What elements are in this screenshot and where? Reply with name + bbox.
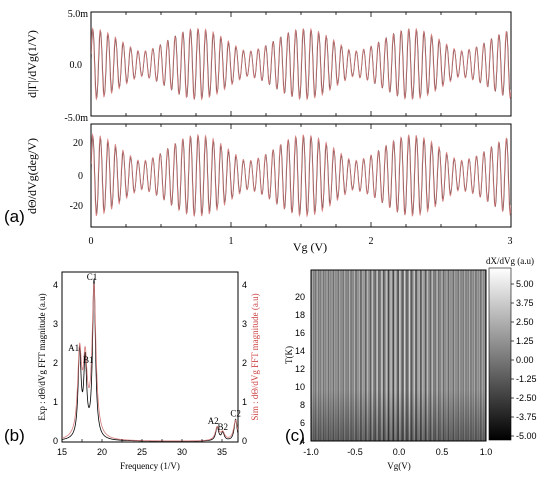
panel-b-frame (61, 271, 239, 443)
colorbar-tick-label: 5.00 (516, 279, 534, 289)
colorbar (488, 267, 512, 441)
peak-label-a2: A2 (208, 416, 219, 426)
panel-b: 0 1 2 3 4 0 1 2 3 4 15 20 25 30 35 Frequ… (4, 271, 260, 471)
c-ytick-18: 18 (295, 310, 305, 320)
a-xtick-2: 2 (369, 236, 374, 247)
panel-a: 5.0m 0.0 -5.0m d|Γ|/dVg(1/V) 20 0 -20 dΘ… (4, 9, 513, 254)
panel-label-b: (b) (4, 426, 25, 445)
c-xtick-05: 0.5 (436, 447, 449, 457)
c-xtick-1: 1.0 (480, 447, 493, 457)
colorbar-tick-label: 2.50 (516, 317, 534, 327)
peak-label-b2: B2 (218, 422, 229, 432)
a-xtick-3: 3 (508, 236, 513, 247)
c-ytick-8: 8 (300, 400, 305, 410)
c-ytick-6: 6 (300, 418, 305, 428)
b-xlabel: Frequency (1/V) (120, 461, 180, 471)
colorbar-tick-label: 1.25 (516, 336, 534, 346)
a-top-ytick-mid: 0.0 (70, 60, 83, 71)
b-ytick-left-1: 1 (53, 397, 58, 407)
colorbar-ticks: 5.00 3.75 2.50 1.25 0.00 -1.25 -2.50 -3.75 -5.00 (511, 279, 537, 441)
b-ytick-right-4: 4 (242, 280, 247, 290)
c-xtick-neg1: -1.0 (303, 447, 319, 457)
c-xtick-neg05: -0.5 (347, 447, 363, 457)
colorbar-tick-label: 3.75 (516, 298, 534, 308)
b-xtick-30: 30 (177, 447, 187, 457)
panel-label-a: (a) (4, 207, 25, 226)
panel-b-series (61, 277, 239, 442)
a-bottom-ytick-neg20: -20 (70, 201, 83, 212)
b-ytick-right-3: 3 (242, 319, 247, 329)
panel-a-bottom-ticks (90, 124, 512, 227)
c-ytick-12: 12 (295, 364, 305, 374)
panel-c-shade (311, 270, 486, 441)
c-ytick-16: 16 (295, 328, 305, 338)
peak-label-b1: B1 (83, 355, 94, 365)
fft-series-1 (61, 283, 239, 442)
a-bottom-ylabel: dΘ/dVg(deg/V) (25, 138, 39, 214)
panel-a-top: 5.0m 0.0 -5.0m d|Γ|/dVg(1/V) (25, 9, 512, 124)
a-top-ytick-top: 5.0m (68, 9, 89, 20)
c-ytick-4: 4 (300, 436, 305, 446)
colorbar-tick-label: -5.00 (516, 431, 537, 441)
a-xtick-1: 1 (229, 236, 234, 247)
b-ylabel-left: Exp : dΘ/dVg FFT magnitude (a.u) (37, 293, 47, 420)
colorbar-tick-label: -2.50 (516, 393, 537, 403)
colorbar-tick-label: 0.00 (516, 355, 534, 365)
b-ytick-right-2: 2 (242, 358, 247, 368)
c-ytick-10: 10 (295, 382, 305, 392)
panel-a-bottom-series (91, 133, 511, 218)
b-xtick-25: 25 (137, 447, 147, 457)
colorbar-tick-label: -1.25 (516, 374, 537, 384)
panel-a-bottom: 20 0 -20 dΘ/dVg(deg/V) 0 1 2 3 Vg (V) (25, 123, 513, 254)
a-top-ytick-bottom: -5.0m (64, 113, 88, 124)
a-bottom-ytick-20: 20 (73, 138, 83, 149)
a-xtick-0: 0 (89, 236, 94, 247)
colorbar-title: dX/dVg (a.u) (486, 256, 534, 266)
b-xtick-35: 35 (217, 447, 227, 457)
b-xtick-15: 15 (57, 447, 67, 457)
panel-b-ticks (61, 439, 223, 442)
osc-series-1 (91, 27, 511, 101)
panel-c: 4 6 8 10 12 14 16 18 20 -1.0 -0.5 0.0 0.… (284, 256, 537, 471)
c-ylabel: T(K) (284, 346, 294, 364)
b-ytick-left-0: 0 (53, 436, 58, 446)
b-ytick-right-1: 1 (242, 397, 247, 407)
osc-series-1 (91, 133, 511, 218)
peak-label-a1: A1 (68, 343, 79, 353)
peak-label-c1: C1 (87, 272, 98, 282)
a-xlabel: Vg (V) (293, 240, 327, 254)
panel-label-c: (c) (285, 426, 305, 445)
b-ytick-left-2: 2 (53, 358, 58, 368)
b-ytick-left-4: 4 (53, 280, 58, 290)
b-xtick-20: 20 (97, 447, 107, 457)
panel-a-top-series (91, 27, 511, 101)
a-bottom-ytick-0: 0 (78, 171, 83, 182)
colorbar-tick-label: -3.75 (516, 412, 537, 422)
c-ytick-20: 20 (295, 292, 305, 302)
c-ytick-14: 14 (295, 346, 305, 356)
c-xlabel: Vg(V) (387, 461, 411, 471)
b-ytick-left-3: 3 (53, 319, 58, 329)
c-xtick-0: 0.0 (393, 447, 406, 457)
panel-a-top-ticks (90, 12, 512, 116)
peak-label-c2: C2 (230, 408, 241, 418)
b-ylabel-right: Sim : dΘ/dVg FFT magnitude (a.u) (250, 293, 260, 420)
a-top-ylabel: d|Γ|/dVg(1/V) (25, 30, 39, 98)
panel-c-frame (310, 269, 487, 442)
b-ytick-right-0: 0 (242, 436, 247, 446)
